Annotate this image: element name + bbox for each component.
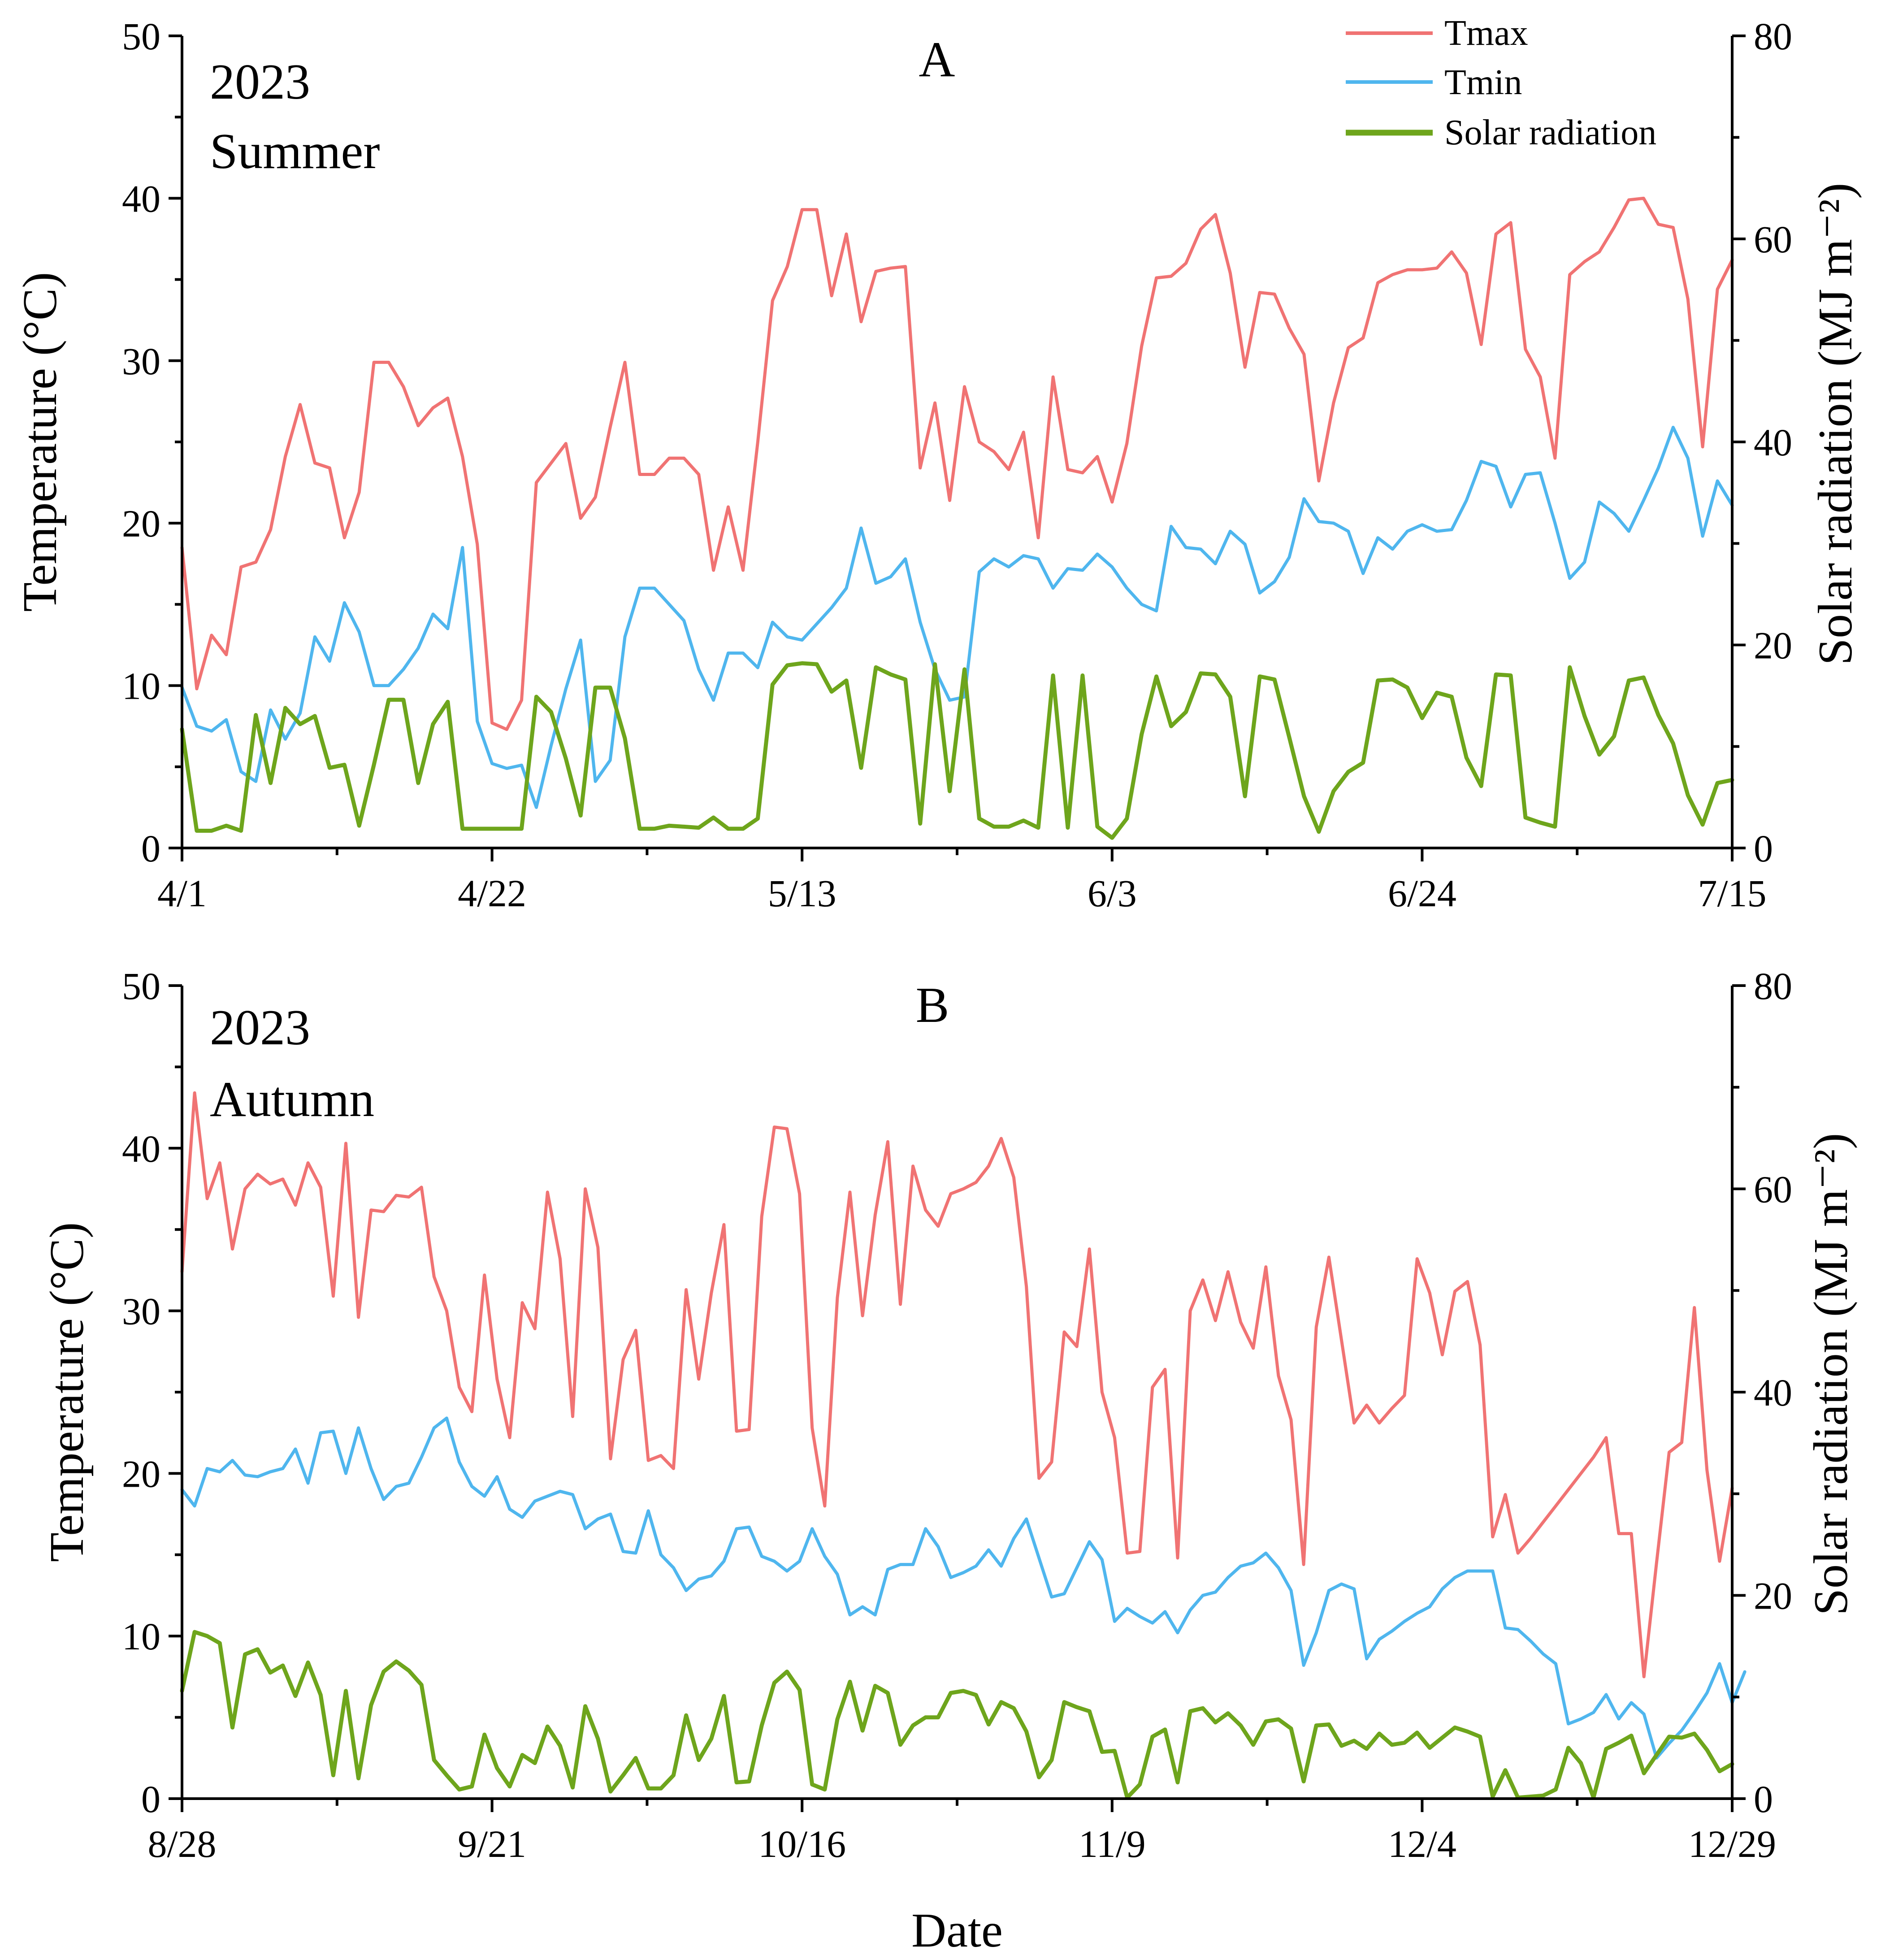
panel-b: B 2023 Autumn 0 10 20 30 40 50 0 20 40 60 80 8/28 9/21 1… [40, 965, 1858, 1865]
y-right-tick-label: 0 [1754, 827, 1773, 870]
y-left-tick-label: 10 [122, 1615, 160, 1658]
x-tick-label: 12/4 [1388, 1822, 1456, 1865]
series-line-solar-radiation [180, 661, 1734, 840]
y-right-tick-label: 20 [1754, 1575, 1792, 1618]
y-left-tick-label: 10 [122, 665, 160, 708]
legend-label-tmax: Tmax [1444, 13, 1528, 53]
x-tick-label: 7/15 [1698, 872, 1767, 915]
y-right-tick-label: 60 [1754, 218, 1792, 261]
series-line-tmin [180, 1416, 1747, 1760]
x-tick-label: 6/24 [1388, 872, 1456, 915]
y-axis-right-title: Solar radiation (MJ m⁻²) [1804, 1133, 1858, 1615]
y-axis-left-title: Temperature (°C) [40, 1222, 94, 1562]
y-right-tick-label: 40 [1754, 421, 1792, 464]
x-tick-label: 9/21 [458, 1822, 526, 1865]
y-right-tick-label: 20 [1754, 624, 1792, 667]
year-label: 2023 [210, 54, 310, 110]
x-tick-label: 8/28 [148, 1822, 217, 1865]
x-axis-title: Date [911, 1904, 1003, 1957]
panel-a: A 2023 Summer 0 10 20 30 40 50 0 20 40 60 80 4/1 4/22 5/… [13, 15, 1862, 915]
panel-letter: A [919, 32, 955, 87]
y-left-tick-label: 30 [122, 340, 160, 383]
y-left-tick-label: 40 [122, 1127, 160, 1170]
y-left-tick-label: 40 [122, 177, 160, 220]
x-tick-label: 5/13 [768, 872, 836, 915]
panel-letter: B [916, 978, 949, 1033]
y-left-tick-label: 50 [122, 965, 160, 1008]
x-tick-label: 4/22 [458, 872, 526, 915]
y-left-tick-label: 20 [122, 502, 160, 545]
y-left-tick-label: 0 [141, 827, 160, 870]
year-label: 2023 [210, 1000, 310, 1056]
series-line-solar-radiation [180, 1630, 1734, 1800]
y-right-tick-label: 40 [1754, 1371, 1792, 1414]
y-left-tick-label: 0 [141, 1778, 160, 1821]
x-tick-label: 12/29 [1688, 1822, 1776, 1865]
legend-label-solar: Solar radiation [1444, 113, 1656, 152]
y-right-tick-label: 80 [1754, 965, 1792, 1008]
x-tick-label: 11/9 [1079, 1822, 1146, 1865]
season-label: Summer [210, 124, 380, 179]
y-axis-right-title: Solar radiation (MJ m⁻²) [1809, 183, 1862, 665]
y-axis-left-title: Temperature (°C) [13, 272, 67, 612]
y-right-tick-label: 0 [1754, 1778, 1773, 1821]
legend-label-tmin: Tmin [1444, 63, 1522, 102]
season-label: Autumn [210, 1072, 374, 1127]
x-tick-label: 6/3 [1088, 872, 1137, 915]
series-line-tmax [180, 1091, 1734, 1679]
y-left-tick-label: 50 [122, 15, 160, 58]
y-left-tick-label: 30 [122, 1290, 160, 1333]
series-line-tmax [180, 196, 1734, 731]
legend: Tmax Tmin Solar radiation [1346, 13, 1656, 152]
y-right-tick-label: 60 [1754, 1168, 1792, 1211]
y-left-tick-label: 20 [122, 1452, 160, 1495]
series-line-tmin [180, 425, 1734, 809]
y-right-tick-label: 80 [1754, 15, 1792, 58]
x-tick-label: 4/1 [157, 872, 207, 915]
x-tick-label: 10/16 [758, 1822, 846, 1865]
